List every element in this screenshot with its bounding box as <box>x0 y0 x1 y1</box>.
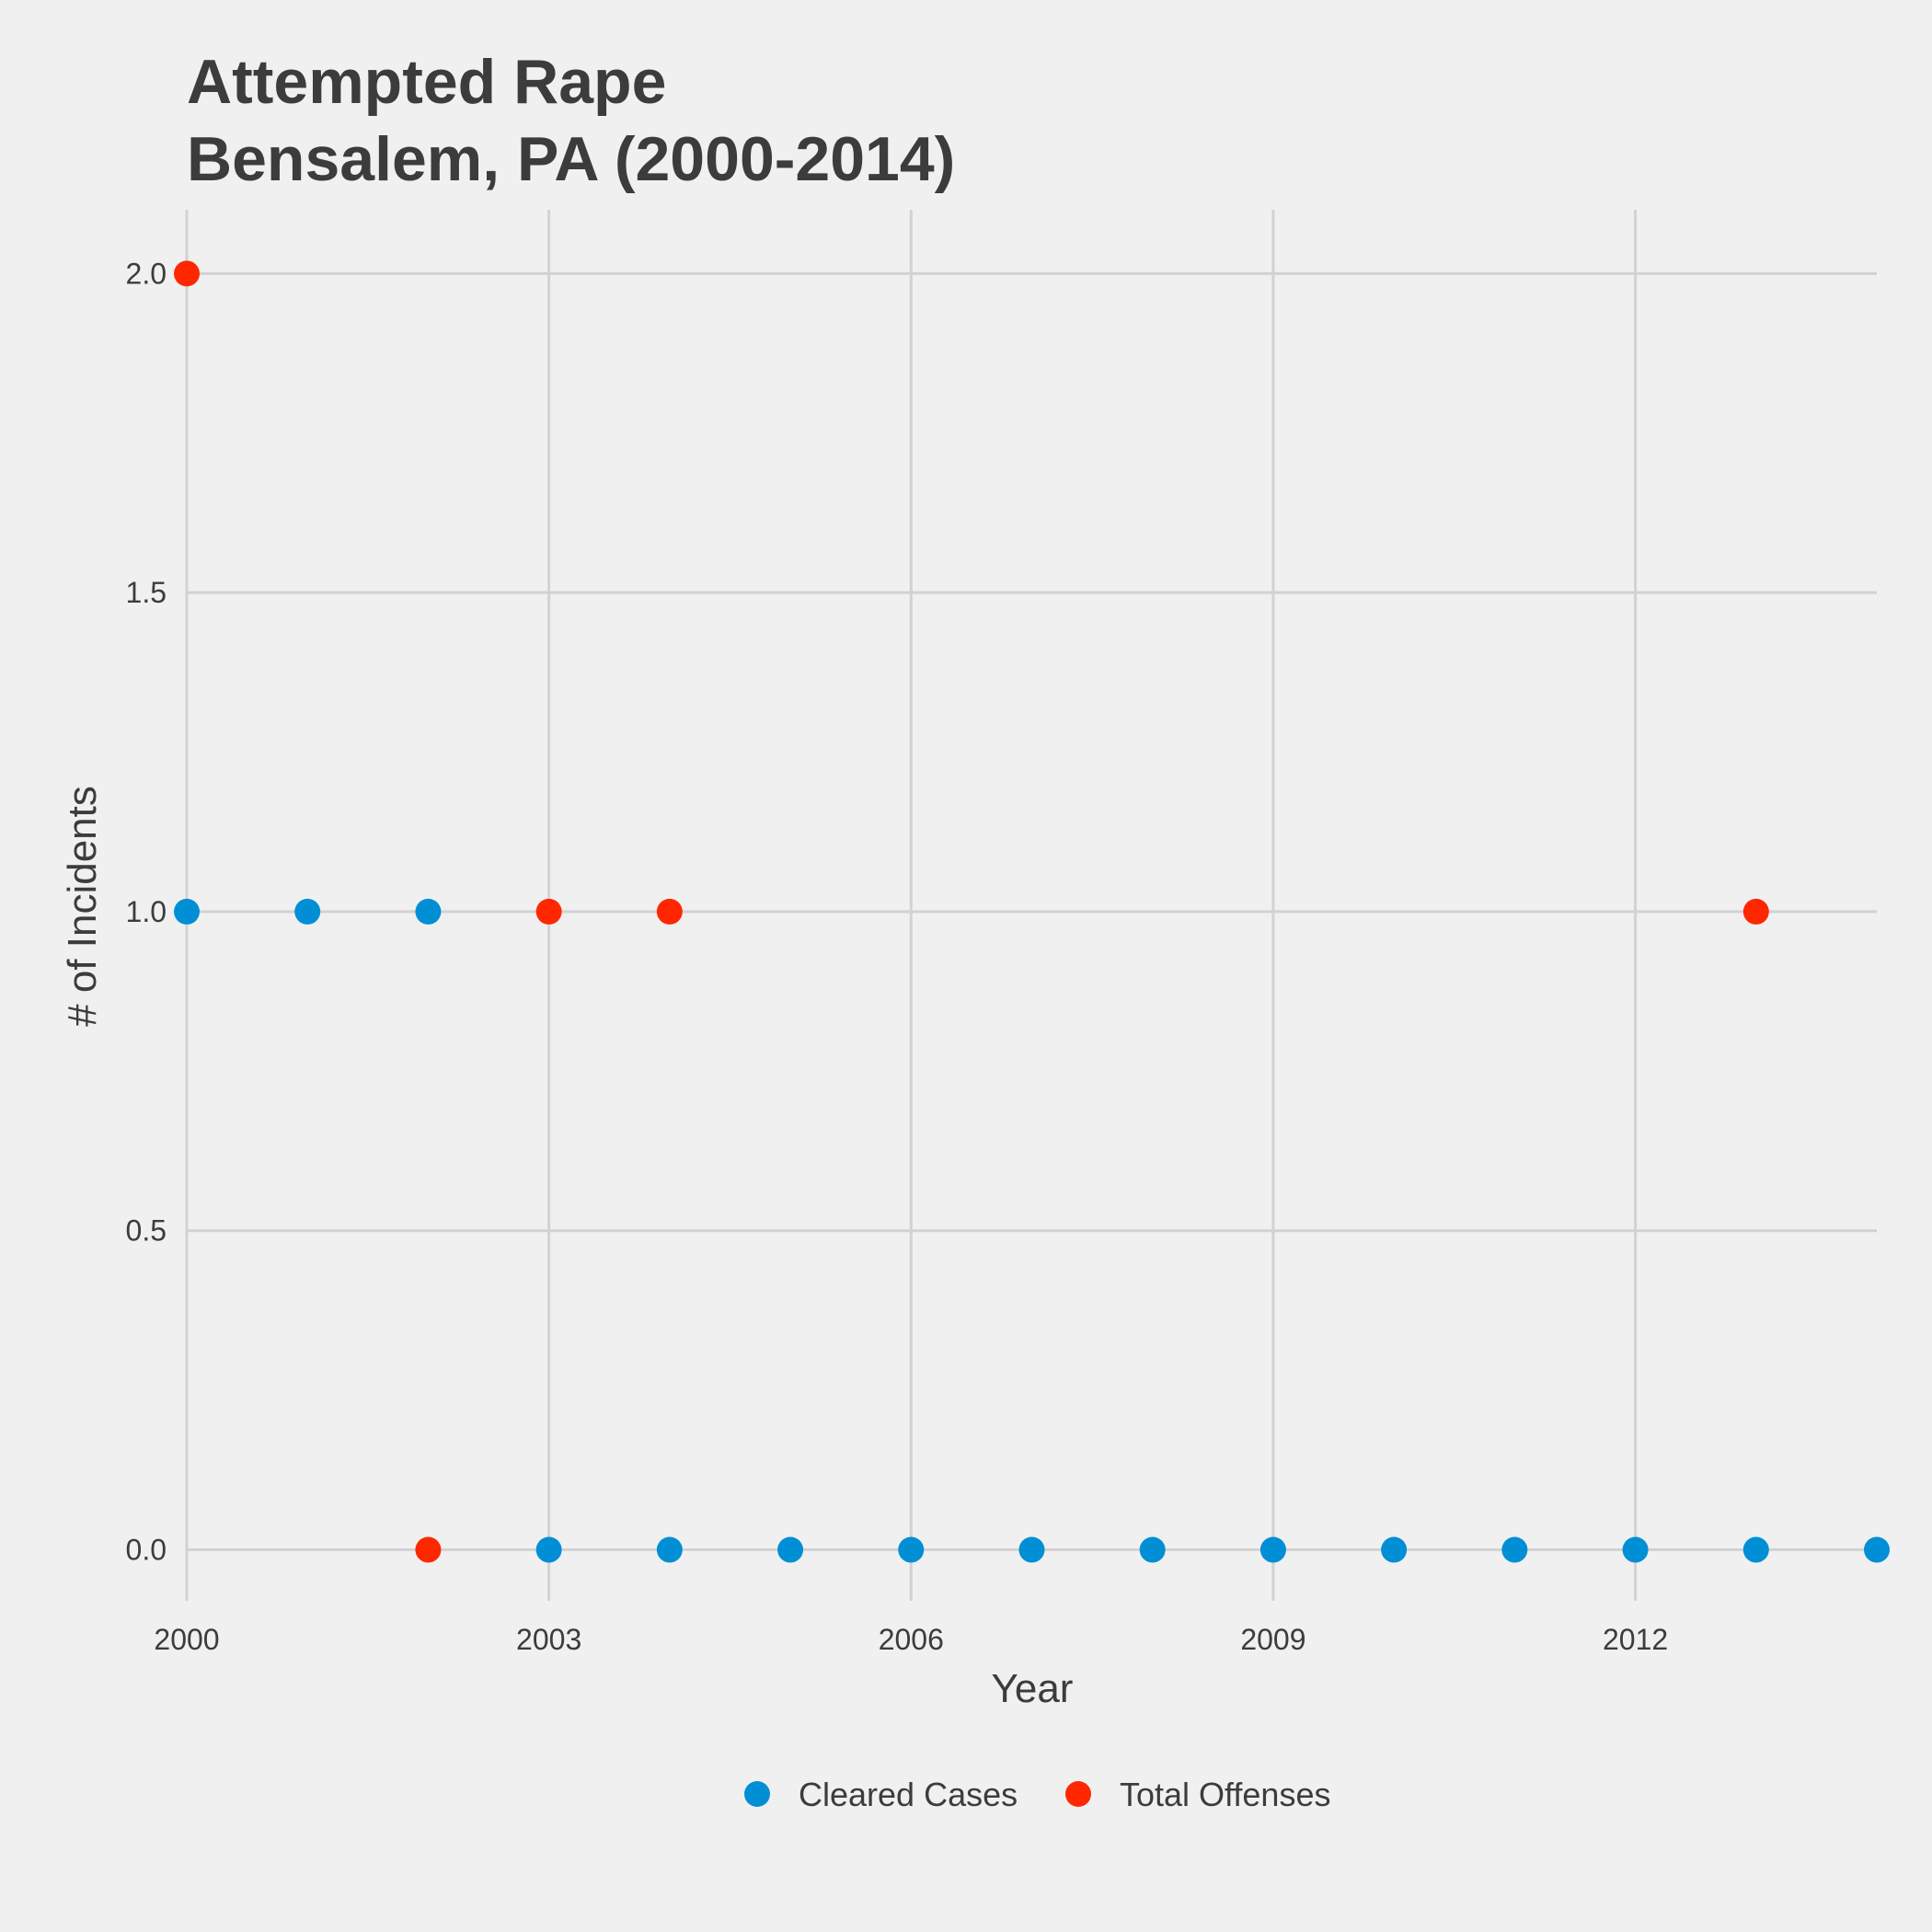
legend-key-total-offenses <box>1065 1781 1091 1807</box>
x-axis-title: Year <box>992 1666 1074 1711</box>
point-total-offenses <box>656 898 683 925</box>
legend-key-cleared-cases <box>744 1781 770 1807</box>
point-total-offenses <box>174 260 200 287</box>
point-cleared-cases <box>1139 1536 1166 1563</box>
chart-title-line-1: Attempted Rape <box>187 47 666 117</box>
point-cleared-cases <box>656 1536 683 1563</box>
point-cleared-cases <box>415 898 442 925</box>
y-axis-title: # of Incidents <box>60 786 105 1027</box>
point-total-offenses <box>535 898 562 925</box>
point-cleared-cases <box>1622 1536 1649 1563</box>
point-cleared-cases <box>174 898 200 925</box>
point-cleared-cases <box>777 1536 804 1563</box>
point-cleared-cases <box>1018 1536 1045 1563</box>
point-total-offenses <box>1742 898 1769 925</box>
point-cleared-cases <box>294 898 321 925</box>
y-tick-label: 1.5 <box>126 576 167 609</box>
legend-label-total-offenses: Total Offenses <box>1120 1776 1330 1813</box>
point-cleared-cases <box>535 1536 562 1563</box>
x-tick-label: 2006 <box>879 1623 944 1656</box>
point-cleared-cases <box>1501 1536 1528 1563</box>
x-tick-label: 2009 <box>1240 1623 1305 1656</box>
y-tick-label: 0.0 <box>126 1534 167 1567</box>
y-tick-label: 0.5 <box>126 1214 167 1248</box>
x-tick-label: 2003 <box>516 1623 581 1656</box>
data-points <box>174 260 1890 1563</box>
point-cleared-cases <box>1381 1536 1408 1563</box>
x-tick-label: 2000 <box>154 1623 219 1656</box>
y-tick-label: 1.0 <box>126 895 167 928</box>
point-cleared-cases <box>898 1536 925 1563</box>
grid <box>185 210 1877 1601</box>
point-cleared-cases <box>1742 1536 1769 1563</box>
legend-label-cleared-cases: Cleared Cases <box>799 1776 1018 1813</box>
y-tick-label: 2.0 <box>126 257 167 290</box>
point-total-offenses <box>415 1536 442 1563</box>
y-axis-ticks: 0.0 0.5 1.0 1.5 2.0 <box>126 257 167 1566</box>
x-axis-ticks: 2000 2003 2006 2009 2012 <box>154 1623 1668 1656</box>
chart-title-line-2: Bensalem, PA (2000-2014) <box>187 124 955 194</box>
legend: Cleared Cases Total Offenses <box>744 1776 1330 1813</box>
x-tick-label: 2012 <box>1603 1623 1668 1656</box>
point-cleared-cases <box>1259 1536 1286 1563</box>
point-cleared-cases <box>1864 1536 1890 1563</box>
